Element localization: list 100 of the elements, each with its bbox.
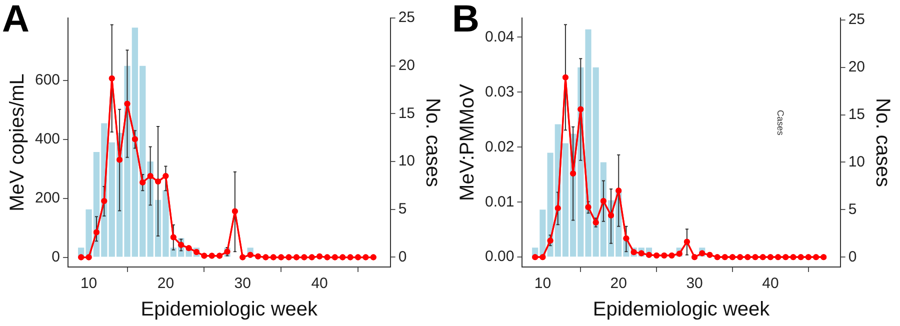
- x-axis-title: Epidemiologic week: [140, 298, 319, 321]
- point: [140, 179, 146, 186]
- y2-tick-label: 25: [398, 9, 416, 26]
- point: [798, 254, 804, 260]
- point: [278, 254, 284, 260]
- point: [668, 252, 675, 258]
- y-tick-label: 0.00: [484, 248, 514, 266]
- y2-tick-label: 5: [398, 200, 407, 218]
- y-tick-label: 0.04: [484, 28, 514, 46]
- y-tick-label: 600: [34, 72, 60, 89]
- y2-tick-label: 10: [398, 152, 416, 170]
- y-axis-title: MeV copies/mL: [6, 74, 29, 212]
- point: [585, 204, 592, 210]
- y2-tick-label: 0: [848, 248, 857, 266]
- point: [737, 254, 744, 260]
- point: [813, 254, 820, 260]
- point: [600, 198, 606, 204]
- point: [775, 254, 782, 260]
- x-tick-label: 20: [610, 275, 627, 292]
- point: [232, 208, 238, 214]
- point: [782, 254, 789, 260]
- point: [638, 250, 644, 256]
- point: [623, 235, 630, 242]
- point: [744, 254, 751, 260]
- point: [86, 254, 92, 260]
- point: [722, 254, 728, 260]
- y-tick-label: 0.03: [484, 83, 514, 100]
- x-tick-label: 30: [686, 275, 703, 292]
- point: [540, 254, 546, 260]
- point: [699, 250, 706, 256]
- point: [255, 253, 262, 260]
- point: [661, 252, 668, 258]
- y2-tick-label: 5: [848, 200, 857, 218]
- x-axis-title: Epidemiologic week: [592, 298, 771, 321]
- x-tick-label: 10: [80, 275, 98, 292]
- point: [547, 238, 554, 244]
- point: [162, 172, 169, 179]
- point: [247, 252, 254, 258]
- point: [347, 254, 354, 260]
- point: [216, 252, 223, 259]
- point: [578, 106, 584, 112]
- point: [730, 254, 736, 260]
- point: [706, 252, 713, 258]
- point: [562, 74, 568, 80]
- point: [101, 198, 108, 204]
- y-tick-label: 200: [34, 189, 60, 206]
- point: [308, 254, 315, 260]
- point: [760, 254, 766, 260]
- point: [570, 170, 576, 177]
- point: [370, 254, 376, 260]
- annotation: Cases: [775, 110, 786, 136]
- y-tick-label: 0: [52, 248, 60, 266]
- point: [108, 75, 115, 82]
- y2-axis-title: No. cases: [421, 98, 444, 187]
- point: [767, 254, 774, 260]
- point: [332, 254, 338, 260]
- point: [820, 254, 827, 260]
- y2-tick-label: 15: [848, 106, 866, 123]
- y2-axis-title: No. cases: [871, 98, 894, 187]
- point: [554, 205, 561, 212]
- point: [324, 254, 330, 260]
- chart-title: A: [2, 0, 30, 40]
- y2-tick-label: 15: [398, 104, 416, 122]
- point: [608, 212, 614, 218]
- point: [78, 254, 84, 260]
- point: [155, 178, 162, 185]
- point: [208, 252, 215, 259]
- y2-tick-label: 25: [848, 11, 866, 28]
- point: [790, 254, 796, 260]
- point: [646, 252, 652, 258]
- point: [316, 253, 323, 260]
- point: [532, 254, 538, 260]
- point: [132, 136, 138, 142]
- point: [93, 229, 100, 236]
- point: [270, 254, 276, 260]
- y-tick-label: 400: [34, 130, 60, 148]
- x-tick-label: 20: [157, 275, 174, 292]
- point: [170, 234, 176, 240]
- point: [654, 252, 660, 258]
- y-tick-label: 0.01: [484, 193, 514, 210]
- point: [616, 188, 622, 194]
- y-axis-title: MeV:PMMoV: [456, 83, 479, 202]
- point: [676, 250, 682, 257]
- point: [262, 254, 269, 260]
- y-tick-label: 0.02: [484, 138, 514, 156]
- point: [752, 254, 758, 260]
- point: [116, 156, 123, 163]
- point: [286, 254, 292, 260]
- point: [293, 254, 300, 260]
- point: [147, 172, 154, 179]
- point: [714, 254, 720, 260]
- point: [355, 254, 362, 260]
- chart-title: B: [452, 0, 480, 40]
- y2-tick-label: 20: [848, 58, 866, 76]
- point: [240, 254, 246, 260]
- x-tick-label: 30: [234, 275, 251, 292]
- x-tick-label: 40: [311, 275, 328, 292]
- point: [340, 254, 346, 260]
- point: [186, 245, 192, 252]
- point: [805, 254, 812, 260]
